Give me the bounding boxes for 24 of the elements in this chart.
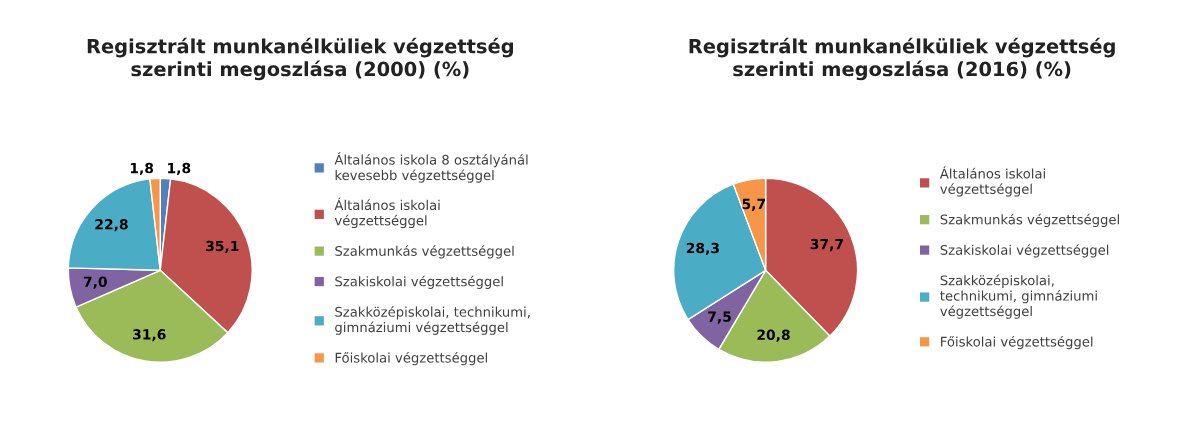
legend-label: Szakmunkás végzettséggel — [940, 213, 1119, 228]
data-label: 5,7 — [742, 198, 766, 211]
data-label: 28,3 — [686, 242, 719, 256]
data-label: 35,1 — [206, 240, 239, 253]
data-label: 20,8 — [757, 329, 790, 342]
legend-label: Szakmunkás végzettséggel — [335, 245, 514, 259]
legend-label: Szakközépiskolai, technikumi, gimnáziumi végzettséggel — [335, 306, 530, 335]
legend-label: Főiskolai végzettséggel — [335, 351, 487, 366]
data-label: 7,0 — [83, 276, 107, 289]
legend-label: Általános iskolai végzettséggel — [939, 166, 1045, 197]
data-label: 37,7 — [810, 238, 843, 252]
chart-title: Regisztrált munkanélküliek végzettség szerinti megoszlása (2016) (%) — [689, 37, 1115, 81]
legend-label: Általános iskolai végzettséggel — [334, 197, 440, 229]
data-label: 1,8 — [168, 162, 191, 176]
chart-title: Regisztrált munkanélküliek végzettség szerinti megoszlása (2000) (%) — [87, 37, 513, 81]
data-label: 31,6 — [133, 329, 166, 342]
data-label: 1,8 — [130, 162, 154, 176]
legend-label: Általános iskola 8 osztályánál kevesebb végzettséggel — [334, 152, 528, 183]
legend-label: Szakiskolai végzettséggel — [940, 244, 1109, 258]
legend-label: Szakközépiskolai, technikumi, gimnáziumi végzettséggel — [940, 274, 1097, 319]
data-label: 7,5 — [708, 311, 731, 324]
legend-label: Szakiskolai végzettséggel — [335, 275, 503, 289]
legend-label: Főiskolai végzettséggel — [941, 335, 1093, 350]
data-label: 22,8 — [95, 219, 128, 232]
